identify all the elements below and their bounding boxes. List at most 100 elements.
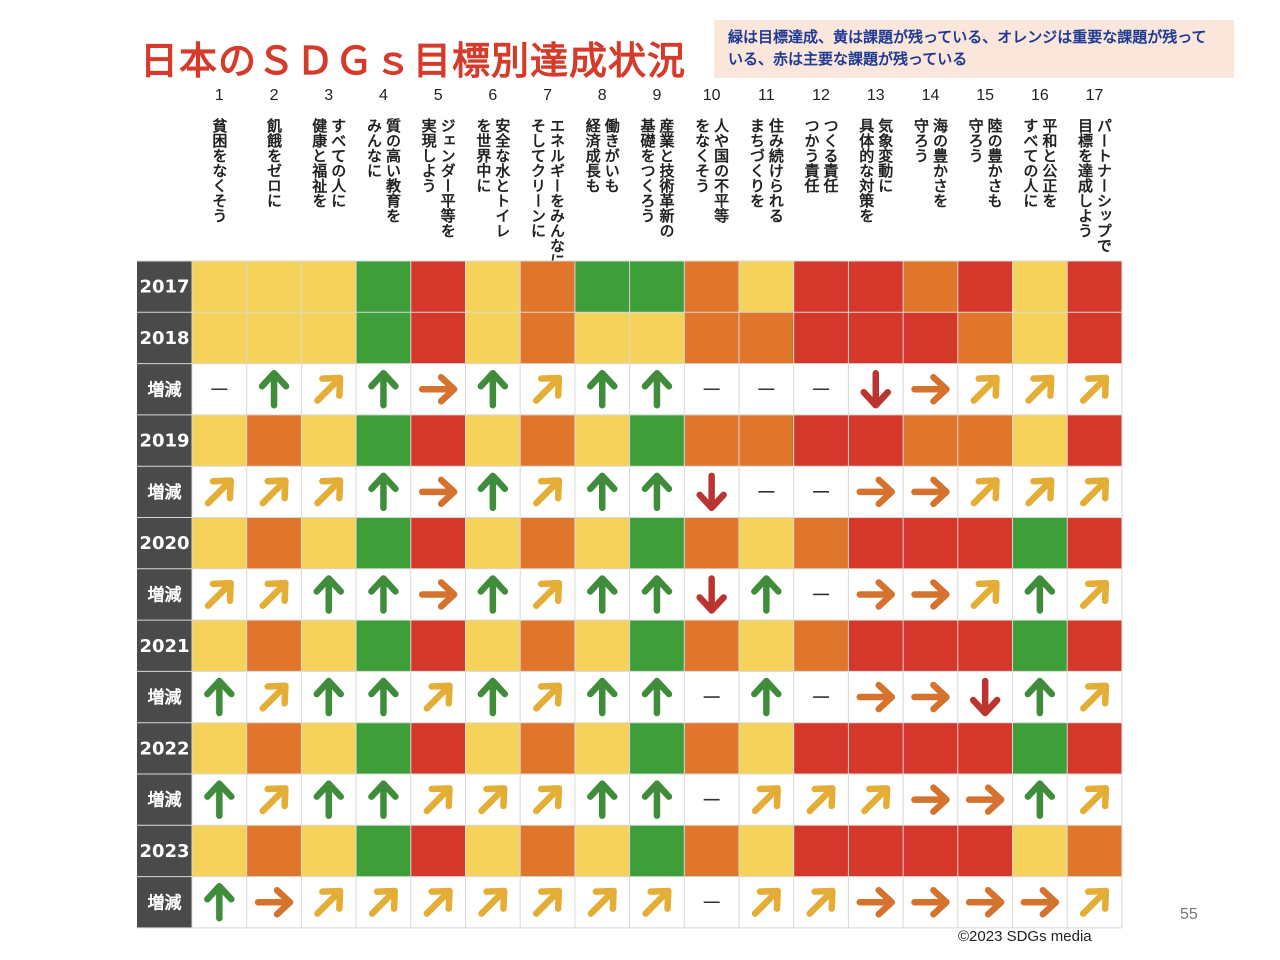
arrow-shape <box>478 785 508 815</box>
arrow-diag-icon <box>1079 477 1110 507</box>
arrow-shaft <box>806 891 833 917</box>
status-cell <box>1067 261 1122 313</box>
arrow-head <box>204 883 235 903</box>
status-cell <box>684 414 739 467</box>
arrow-shape <box>587 472 618 512</box>
arrow-up-icon <box>1024 677 1056 717</box>
arrow-right-icon <box>911 784 950 815</box>
arrow-head <box>264 477 289 502</box>
arrow-head <box>313 575 344 595</box>
arrow-shaft <box>259 583 286 610</box>
page-number: 55 <box>1180 906 1198 923</box>
arrow-diag-icon <box>314 887 344 917</box>
status-cell <box>848 312 904 364</box>
status-cell <box>1067 722 1122 774</box>
status-cell <box>903 414 958 467</box>
arrow-shape <box>965 887 1005 918</box>
arrow-diag-icon <box>259 477 289 507</box>
row-label: 増減 <box>148 790 182 811</box>
arrow-up-icon <box>641 370 673 409</box>
row-label: 2019 <box>139 431 189 452</box>
status-cell <box>410 620 466 672</box>
goal-name-line: 健康と福祉を <box>310 117 328 208</box>
status-cell <box>793 517 849 569</box>
arrow-shaft <box>423 686 450 712</box>
arrow-head <box>477 472 509 493</box>
arrow-head <box>537 477 563 502</box>
arrow-shape <box>751 677 782 717</box>
arrow-shape <box>368 370 399 409</box>
status-cell <box>629 312 685 364</box>
status-cell <box>957 722 1013 774</box>
arrow-right-icon <box>856 887 895 918</box>
arrow-shape <box>418 579 458 610</box>
arrow-head <box>1024 780 1056 800</box>
arrow-head <box>860 389 891 409</box>
arrow-up-icon <box>204 883 235 922</box>
status-cell <box>793 722 849 774</box>
arrow-shape <box>965 784 1005 815</box>
arrow-shape <box>258 370 290 409</box>
arrow-shape <box>1020 887 1060 918</box>
goal-number: 12 <box>812 87 830 104</box>
arrow-up-icon <box>587 780 618 819</box>
arrow-shape <box>861 785 891 815</box>
arrow-head <box>1024 677 1056 698</box>
status-cell <box>520 825 575 877</box>
arrow-head <box>204 780 235 800</box>
status-cell <box>301 312 357 364</box>
status-cell <box>246 312 302 364</box>
arrow-diag-icon <box>204 579 234 610</box>
status-cell <box>356 261 411 313</box>
goal-name-line: 守ろう <box>912 117 930 163</box>
status-cell <box>1012 517 1068 569</box>
arrow-head <box>975 579 1000 605</box>
goal-number: 14 <box>922 87 940 104</box>
arrow-right-icon <box>254 887 294 918</box>
arrow-head <box>641 780 673 800</box>
status-cell <box>410 414 466 467</box>
status-cell <box>520 620 575 672</box>
arrow-shape <box>970 477 1000 507</box>
goal-name-line: まちづくりを <box>748 118 766 208</box>
status-cell <box>574 312 630 364</box>
arrow-shaft <box>1079 788 1106 815</box>
goal-name-line: そしてクリーンに <box>529 118 547 238</box>
arrow-shaft <box>259 480 286 507</box>
arrow-shape <box>204 579 234 610</box>
arrow-diag-icon <box>861 785 891 815</box>
arrow-head <box>930 374 950 405</box>
arrow-head <box>1084 887 1110 912</box>
arrow-up-icon <box>1024 575 1056 614</box>
arrow-shaft <box>314 378 340 404</box>
status-cell <box>1012 825 1068 877</box>
arrow-up-icon <box>587 370 618 409</box>
goal-name: 飢餓をゼロに <box>265 117 283 208</box>
status-cell <box>410 722 466 774</box>
arrow-shape <box>368 677 399 717</box>
arrow-head <box>1084 374 1110 399</box>
arrow-shape <box>696 472 727 512</box>
arrow-diag-icon <box>204 477 234 507</box>
arrow-shape <box>856 579 895 610</box>
arrow-diag-icon <box>314 477 344 507</box>
status-cell <box>848 620 904 672</box>
status-cell <box>356 414 411 467</box>
status-cell <box>793 414 849 467</box>
arrow-head <box>477 575 509 595</box>
goal-name-line: つかう責任 <box>803 118 821 194</box>
arrow-head <box>477 677 509 698</box>
page-title: 日本のＳＤＧｓ目標別達成状況 <box>140 39 687 83</box>
arrow-shape <box>1079 579 1110 610</box>
status-cell <box>356 620 411 672</box>
arrow-diag-icon <box>532 682 563 712</box>
goal-name-line: を世界中に <box>474 118 492 193</box>
arrow-head <box>368 575 399 595</box>
arrow-shaft <box>423 788 450 815</box>
goal-number: 9 <box>652 87 661 104</box>
arrow-head <box>319 374 344 399</box>
status-cell <box>739 261 794 313</box>
arrow-head <box>875 681 895 713</box>
status-cell <box>1012 312 1068 364</box>
